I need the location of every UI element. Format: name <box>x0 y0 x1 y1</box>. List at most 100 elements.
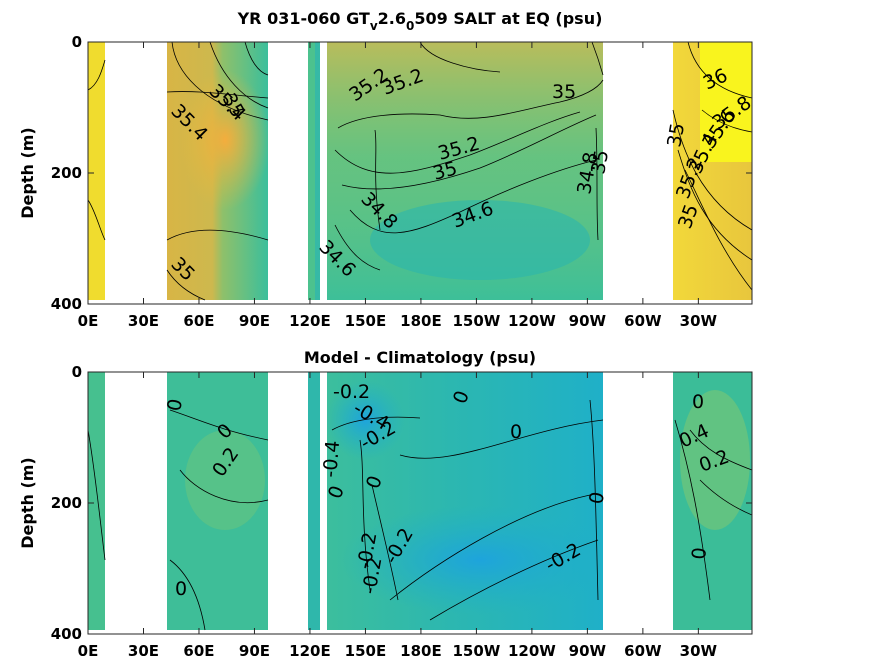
chart-title-bottom: Model - Climatology (psu) <box>304 348 536 367</box>
x-tick-label: 150W <box>452 312 500 330</box>
land-gap <box>320 372 327 634</box>
field-pacific-neg <box>340 505 620 615</box>
contour-line <box>374 129 381 231</box>
below-bottom <box>88 630 752 634</box>
contour-line <box>701 109 752 133</box>
title-subscript: 0 <box>406 19 414 33</box>
field-atlantic-high <box>700 42 752 162</box>
contour-label: 0 <box>585 490 609 506</box>
x-tick-label: 90W <box>569 312 607 330</box>
contour-line <box>672 109 752 231</box>
contour-line <box>429 539 599 621</box>
title-part: 2.6 <box>378 9 406 28</box>
contour-label: 0 <box>692 391 704 413</box>
land-americas <box>603 42 673 304</box>
contour-line <box>419 42 501 73</box>
panel-bottom: 0 0 0.2 0 -0.2 -0.4 -0.2 0 0 -0.4 0 0 -0… <box>88 372 752 634</box>
field-africa-coast <box>88 42 105 300</box>
field-pacific-neg2 <box>325 380 405 460</box>
contour-label: 0 <box>163 397 187 413</box>
contour-line <box>359 439 371 591</box>
land-gap <box>320 42 327 304</box>
x-tick-label: 120W <box>508 642 556 660</box>
contour-line <box>341 114 597 190</box>
x-tick-label: 30W <box>680 312 718 330</box>
contour-line <box>166 269 206 301</box>
contour-line <box>169 559 206 631</box>
x-tick-label: 60W <box>624 642 662 660</box>
y-tick-label: 200 <box>51 164 82 182</box>
y-axis-label-top: Depth (m) <box>18 127 37 219</box>
contour-line <box>595 127 599 241</box>
axis-ticks: 0E 30E 60E 90E 120E 150E 180E 150W 120W 90W 60W 30W… <box>51 33 752 660</box>
contour-label: 0 <box>510 421 522 443</box>
panel-top: 35 35.4 35.4 35.2 35.2 35 35.2 35 34.8 3… <box>88 42 752 304</box>
x-tick-label: 150E <box>345 642 387 660</box>
x-tick-label: 60E <box>183 642 214 660</box>
contour-line <box>337 79 604 129</box>
field-indian-pos <box>185 430 265 530</box>
contour-label: -0.2 <box>333 381 370 403</box>
contour-label: 35 <box>587 148 613 176</box>
contour-line <box>591 42 604 76</box>
contour-line <box>166 229 269 241</box>
x-tick-label: 30E <box>128 642 159 660</box>
title-part: YR 031-060 GT <box>237 9 370 28</box>
contour-label: 35 <box>663 121 689 149</box>
x-tick-label: 60W <box>624 312 662 330</box>
y-tick-label: 200 <box>51 494 82 512</box>
contour-line <box>677 149 752 261</box>
x-tick-label: 150W <box>452 642 500 660</box>
contour-line <box>169 409 269 441</box>
x-tick-label: 0E <box>78 312 99 330</box>
y-tick-label: 400 <box>51 625 82 643</box>
contour-line <box>88 59 106 91</box>
field-atlantic-pos <box>680 390 750 530</box>
x-tick-label: 0E <box>78 642 99 660</box>
y-axis-label-bottom: Depth (m) <box>18 457 37 549</box>
x-tick-label: 180E <box>400 642 442 660</box>
x-tick-label: 90W <box>569 642 607 660</box>
land-americas <box>603 372 673 634</box>
land-sumatra <box>268 42 308 304</box>
contour-line <box>687 42 752 99</box>
contour-line <box>389 494 591 601</box>
contour-line <box>334 111 581 174</box>
contour-line <box>166 91 269 99</box>
contour-line <box>179 469 269 504</box>
contour-line <box>244 42 269 76</box>
chart-title-top: YR 031-060 GTv2.60509 SALT at EQ (psu) <box>237 9 603 33</box>
land-africa <box>105 372 167 634</box>
contour-line <box>88 429 106 561</box>
contour-label: -0.4 <box>319 440 344 479</box>
contour-label: 0 <box>175 578 187 600</box>
field-pacific-low <box>370 200 590 280</box>
x-tick-label: 30E <box>128 312 159 330</box>
contour-label: 0 <box>688 546 711 560</box>
y-tick-label: 0 <box>72 363 82 381</box>
land-sumatra <box>268 372 308 634</box>
field-maritime-strip-b <box>315 42 320 300</box>
x-tick-label: 60E <box>183 312 214 330</box>
x-tick-label: 90E <box>239 312 270 330</box>
contour-line <box>171 42 269 121</box>
land-africa <box>105 42 167 304</box>
contour-line <box>689 429 752 471</box>
contour-line <box>88 199 106 241</box>
contour-label: 35 <box>552 81 576 103</box>
contour-line <box>589 399 599 601</box>
contour-line <box>684 169 752 291</box>
contour-line <box>399 419 604 459</box>
contour-line <box>699 479 752 516</box>
x-tick-label: 120E <box>289 642 331 660</box>
contour-line <box>349 159 597 234</box>
below-bottom <box>88 300 752 304</box>
x-tick-label: 120E <box>289 312 331 330</box>
contour-line <box>331 416 421 431</box>
field-indian-high <box>180 70 270 210</box>
x-tick-label: 180E <box>400 312 442 330</box>
x-tick-label: 90E <box>239 642 270 660</box>
contour-line <box>371 484 399 601</box>
field-africa-coast <box>88 372 105 630</box>
y-tick-label: 400 <box>51 295 82 313</box>
